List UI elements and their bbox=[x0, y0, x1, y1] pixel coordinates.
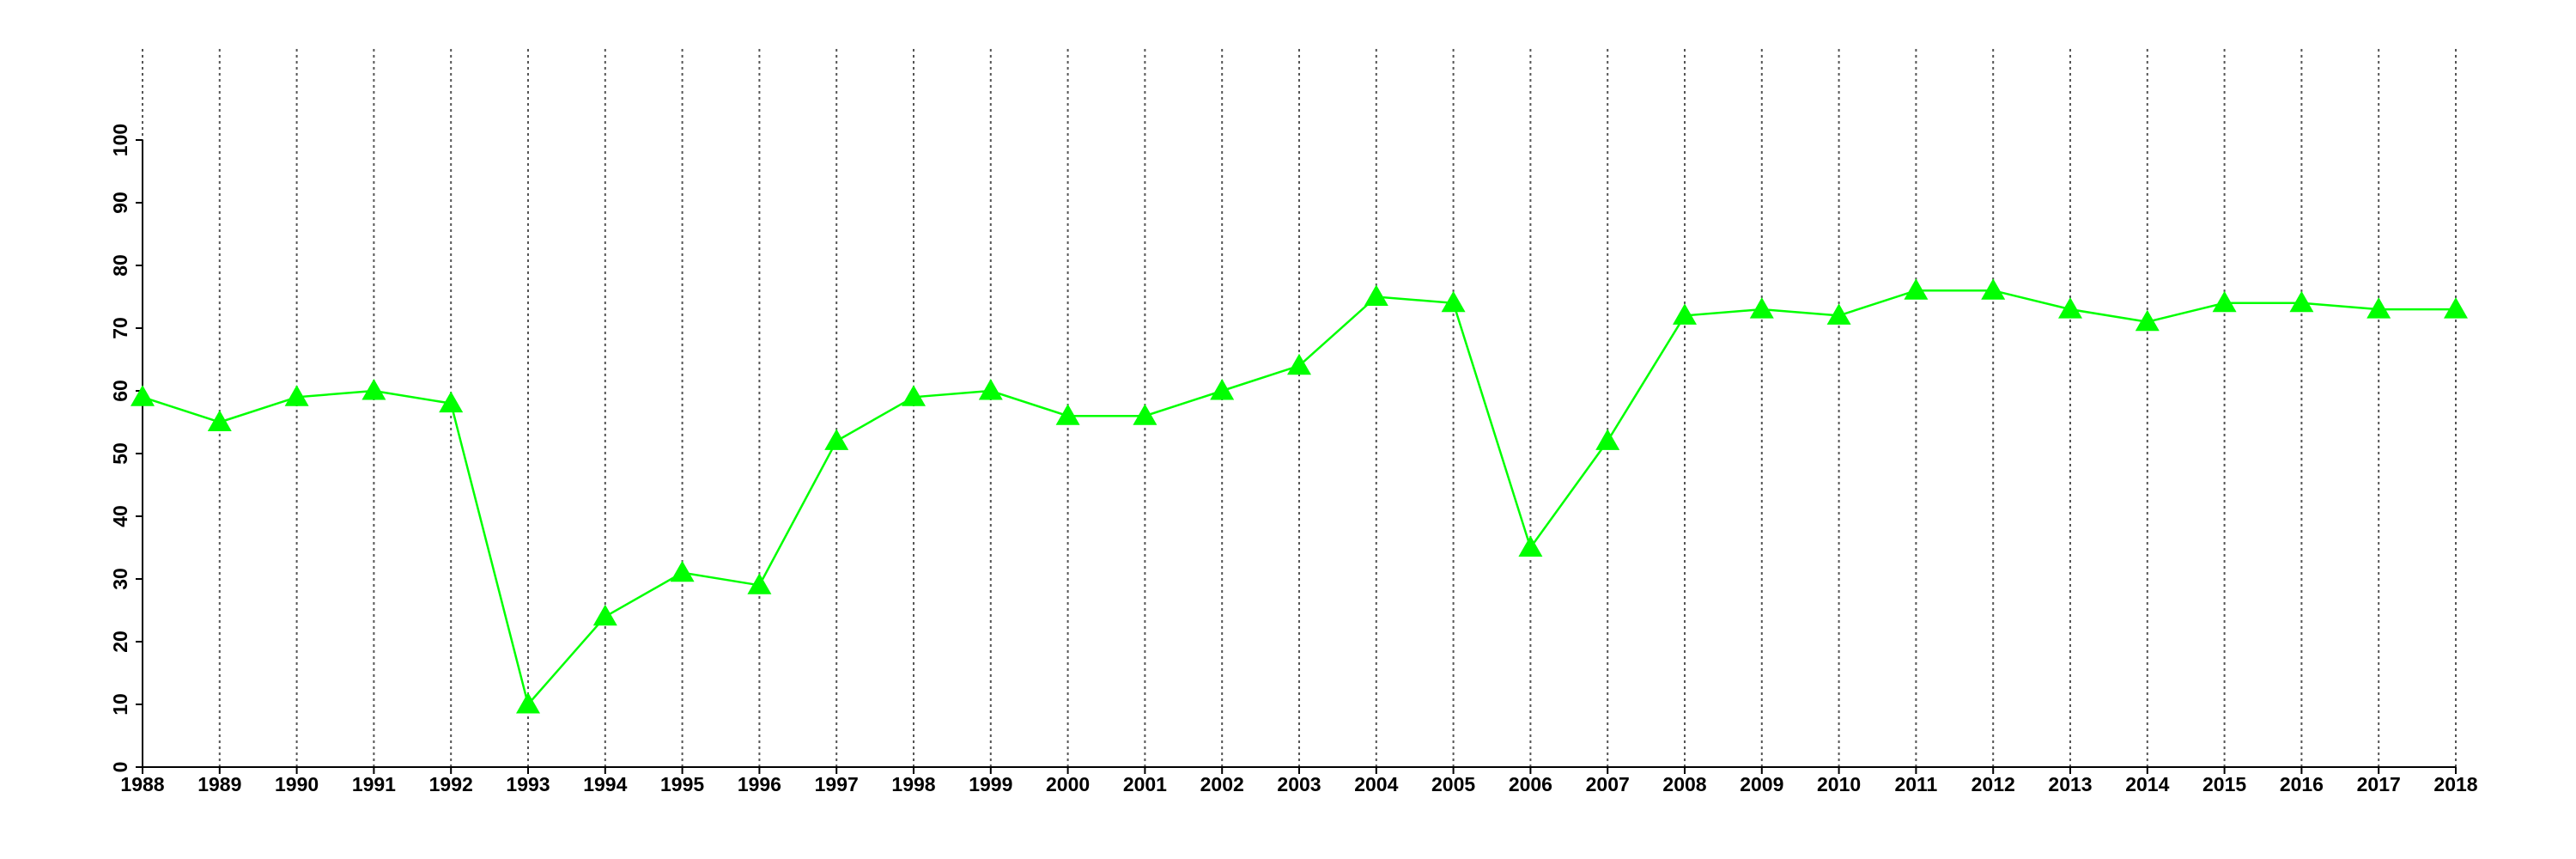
x-tick-label: 2009 bbox=[1740, 773, 1783, 795]
marker bbox=[439, 391, 464, 413]
marker bbox=[1133, 404, 1157, 425]
x-tick-label: 1990 bbox=[275, 773, 319, 795]
marker bbox=[1055, 404, 1080, 425]
x-tick-label: 2008 bbox=[1662, 773, 1706, 795]
marker bbox=[1749, 297, 1774, 319]
marker bbox=[2058, 297, 2082, 319]
x-tick-label: 1993 bbox=[506, 773, 550, 795]
marker bbox=[902, 385, 926, 406]
y-tick-label: 20 bbox=[109, 631, 131, 653]
x-tick-label: 1994 bbox=[583, 773, 627, 795]
marker bbox=[1364, 284, 1388, 306]
x-tick-label: 2007 bbox=[1586, 773, 1630, 795]
marker bbox=[1673, 303, 1697, 325]
x-tick-label: 1998 bbox=[891, 773, 935, 795]
marker bbox=[824, 429, 849, 450]
x-tick-label: 2001 bbox=[1123, 773, 1167, 795]
marker bbox=[1518, 535, 1543, 557]
x-tick-label: 2010 bbox=[1817, 773, 1861, 795]
y-tick-label: 80 bbox=[109, 254, 131, 277]
x-tick-label: 2016 bbox=[2280, 773, 2324, 795]
marker bbox=[592, 604, 617, 626]
marker bbox=[361, 379, 386, 400]
marker bbox=[670, 560, 695, 582]
x-tick-label: 2005 bbox=[1431, 773, 1475, 795]
marker bbox=[2444, 297, 2468, 319]
marker bbox=[2289, 290, 2314, 313]
x-tick-label: 2003 bbox=[1277, 773, 1321, 795]
x-tick-label: 2011 bbox=[1894, 773, 1937, 795]
x-tick-label: 2015 bbox=[2202, 773, 2246, 795]
x-tick-label: 2014 bbox=[2125, 773, 2169, 795]
y-tick-label: 30 bbox=[109, 568, 131, 590]
x-tick-label: 2012 bbox=[1971, 773, 2015, 795]
marker bbox=[747, 573, 772, 594]
y-tick-label: 60 bbox=[109, 380, 131, 402]
marker bbox=[2366, 297, 2391, 319]
marker bbox=[516, 692, 540, 714]
marker bbox=[1210, 379, 1235, 400]
x-tick-label: 2017 bbox=[2357, 773, 2401, 795]
x-tick-label: 2013 bbox=[2048, 773, 2092, 795]
x-tick-label: 2006 bbox=[1509, 773, 1552, 795]
y-tick-label: 70 bbox=[109, 317, 131, 339]
x-tick-label: 1988 bbox=[120, 773, 164, 795]
y-tick-label: 50 bbox=[109, 442, 131, 465]
marker bbox=[1595, 429, 1620, 450]
x-tick-label: 1996 bbox=[738, 773, 781, 795]
x-tick-label: 1997 bbox=[815, 773, 859, 795]
y-tick-label: 0 bbox=[109, 762, 131, 773]
marker bbox=[2135, 309, 2160, 332]
marker bbox=[1826, 303, 1851, 325]
x-tick-label: 1989 bbox=[197, 773, 241, 795]
marker bbox=[131, 385, 155, 406]
x-tick-label: 2018 bbox=[2433, 773, 2477, 795]
x-tick-label: 2002 bbox=[1200, 773, 1244, 795]
marker bbox=[1287, 353, 1311, 375]
marker bbox=[978, 379, 1003, 400]
series-line bbox=[142, 289, 2456, 707]
marker bbox=[2212, 290, 2237, 313]
x-tick-label: 1992 bbox=[429, 773, 473, 795]
x-tick-label: 1999 bbox=[969, 773, 1012, 795]
marker bbox=[1904, 278, 1929, 300]
marker bbox=[207, 410, 232, 431]
y-tick-label: 90 bbox=[109, 192, 131, 214]
y-tick-label: 40 bbox=[109, 505, 131, 527]
x-tick-label: 1991 bbox=[352, 773, 396, 795]
marker bbox=[1441, 290, 1466, 313]
x-tick-label: 2000 bbox=[1046, 773, 1090, 795]
marker bbox=[1981, 278, 2006, 300]
y-tick-label: 10 bbox=[109, 693, 131, 716]
x-tick-label: 1995 bbox=[660, 773, 704, 795]
y-tick-label: 100 bbox=[109, 124, 131, 156]
x-tick-label: 2004 bbox=[1354, 773, 1398, 795]
marker bbox=[284, 385, 309, 406]
